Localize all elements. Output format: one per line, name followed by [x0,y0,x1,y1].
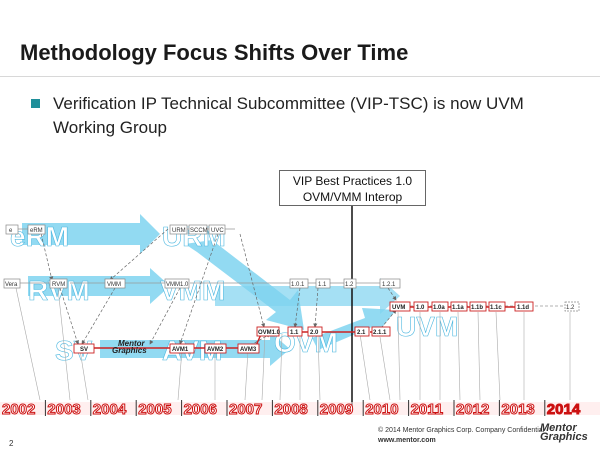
callout-line-2: OVM/VMM Interop [302,190,403,204]
svg-text:eRM: eRM [30,228,43,234]
arrow-ovm-to-uvm [312,308,396,350]
svg-text:2.1.1: 2.1.1 [373,330,387,336]
box-vmm-1-2: 1.2 [343,278,357,289]
label-uvm: UVM [396,311,458,342]
svg-text:Mentor: Mentor [118,339,146,348]
footer-copyright: © 2014 Mentor Graphics Corp. Company Con… [378,427,545,434]
box-uvm-1-1a: 1.1a [450,301,468,312]
svg-text:e: e [9,228,13,234]
year-2014: 2014 [547,401,581,418]
arrow-avm-to-ovm [100,332,290,366]
bullet-square-icon [31,99,40,108]
svg-text:1.2: 1.2 [566,305,575,311]
svg-text:1.1b: 1.1b [471,305,483,311]
bullet-text: Verification IP Technical Subcommittee (… [53,94,524,137]
mentor-graphics-logo: Mentor Graphics [540,422,588,443]
box-uvm-1-1b: 1.1b [469,301,487,312]
box-uvm-1-1d: 1.1d [514,301,534,312]
svg-text:1.0: 1.0 [416,305,425,311]
svg-text:SCCM: SCCM [190,228,208,234]
box-avm3: AVM3 [237,343,260,354]
year-2012: 2012 [456,401,489,418]
svg-text:2.0: 2.0 [310,330,319,336]
svg-text:AVM2: AVM2 [207,347,224,353]
svg-text:1.1c: 1.1c [490,305,502,311]
arrow-rvm-to-vmm [28,268,170,304]
footer-url: www.mentor.com [378,437,436,444]
year-2002: 2002 [2,401,35,418]
box-vmm-1-0-1: 1.0.1 [289,278,309,289]
mentor-graphics-logo-diagram: Mentor Graphics [112,339,147,355]
svg-text:1.0a: 1.0a [433,305,445,311]
year-2007: 2007 [229,401,262,418]
svg-text:2.1: 2.1 [357,330,366,336]
callout-line-1: VIP Best Practices 1.0 [292,174,413,188]
svg-text:URM: URM [172,228,186,234]
box-ovm21: 2.1 [354,326,370,337]
svg-text:1.1d: 1.1d [517,305,529,311]
box-avm2: AVM2 [204,343,227,354]
svg-text:1.2.1: 1.2.1 [382,282,396,288]
box-uvm-1-1c: 1.1c [488,301,506,312]
year-2009: 2009 [320,401,353,418]
page-number: 2 [9,439,14,448]
svg-text:1.1: 1.1 [290,330,299,336]
box-rvm: RVM [49,278,68,289]
box-uvm-1-0: 1.0 [413,301,429,312]
svg-text:UVC: UVC [211,228,224,234]
label-erm: eRM [10,221,69,252]
svg-text:Graphics: Graphics [112,346,147,355]
box-vmm10: VMM1.0 [164,278,190,289]
svg-text:UVM: UVM [392,305,405,311]
year-2010: 2010 [365,401,398,418]
year-2013: 2013 [501,401,534,418]
svg-text:VMM1.0: VMM1.0 [166,282,189,288]
box-urm: URM [169,224,188,235]
box-sccm: SCCM [188,224,208,235]
box-ovm211: 2.1.1 [371,326,391,337]
svg-text:1.1a: 1.1a [452,305,464,311]
svg-text:1.2: 1.2 [345,282,354,288]
box-ovm20: 2.0 [307,326,323,337]
box-ovm11: 1.1 [287,326,303,337]
box-uvm-1-0a: 1.0a [431,301,449,312]
year-2005: 2005 [138,401,171,418]
box-vmm: VMM [104,278,126,289]
svg-text:SV: SV [80,347,88,353]
svg-text:1.0.1: 1.0.1 [291,282,305,288]
year-2003: 2003 [47,401,80,418]
title-divider [0,76,600,77]
box-vmm-1-2-1: 1.2.1 [379,278,401,289]
svg-text:AVM1: AVM1 [172,347,189,353]
svg-text:RVM: RVM [52,282,65,288]
box-avm1: AVM1 [169,343,195,354]
box-vmm-1-1: 1.1 [315,278,331,289]
timeline-years: 2002 2003 2004 2005 2006 2007 2008 2009 2010 2011… [2,400,581,419]
svg-text:1.1: 1.1 [318,282,327,288]
lineage-arrows [22,214,400,366]
svg-text:OVM1.0: OVM1.0 [258,330,281,336]
svg-text:Vera: Vera [5,282,18,288]
arrow-erm-to-urm [22,214,160,254]
box-uvm: UVM [389,301,411,312]
box-e: e [5,224,19,235]
year-2006: 2006 [184,401,217,418]
box-uvc: UVC [208,224,226,235]
year-2008: 2008 [274,401,307,418]
interop-callout: VIP Best Practices 1.0 OVM/VMM Interop [279,170,426,206]
year-2011: 2011 [411,401,444,418]
box-vera: Vera [3,278,21,289]
box-sv: SV [73,343,95,354]
svg-text:VMM: VMM [107,282,121,288]
box-erm: eRM [27,224,46,235]
timeline-bar [0,402,600,415]
svg-text:AVM3: AVM3 [240,347,257,353]
year-2004: 2004 [93,401,127,418]
arrow-urm-to-ovm [185,240,304,330]
box-uvm-1-2: 1.2 [564,301,580,312]
box-ovm10: OVM1.0 [256,326,281,337]
slide-title: Methodology Focus Shifts Over Time [20,40,409,65]
